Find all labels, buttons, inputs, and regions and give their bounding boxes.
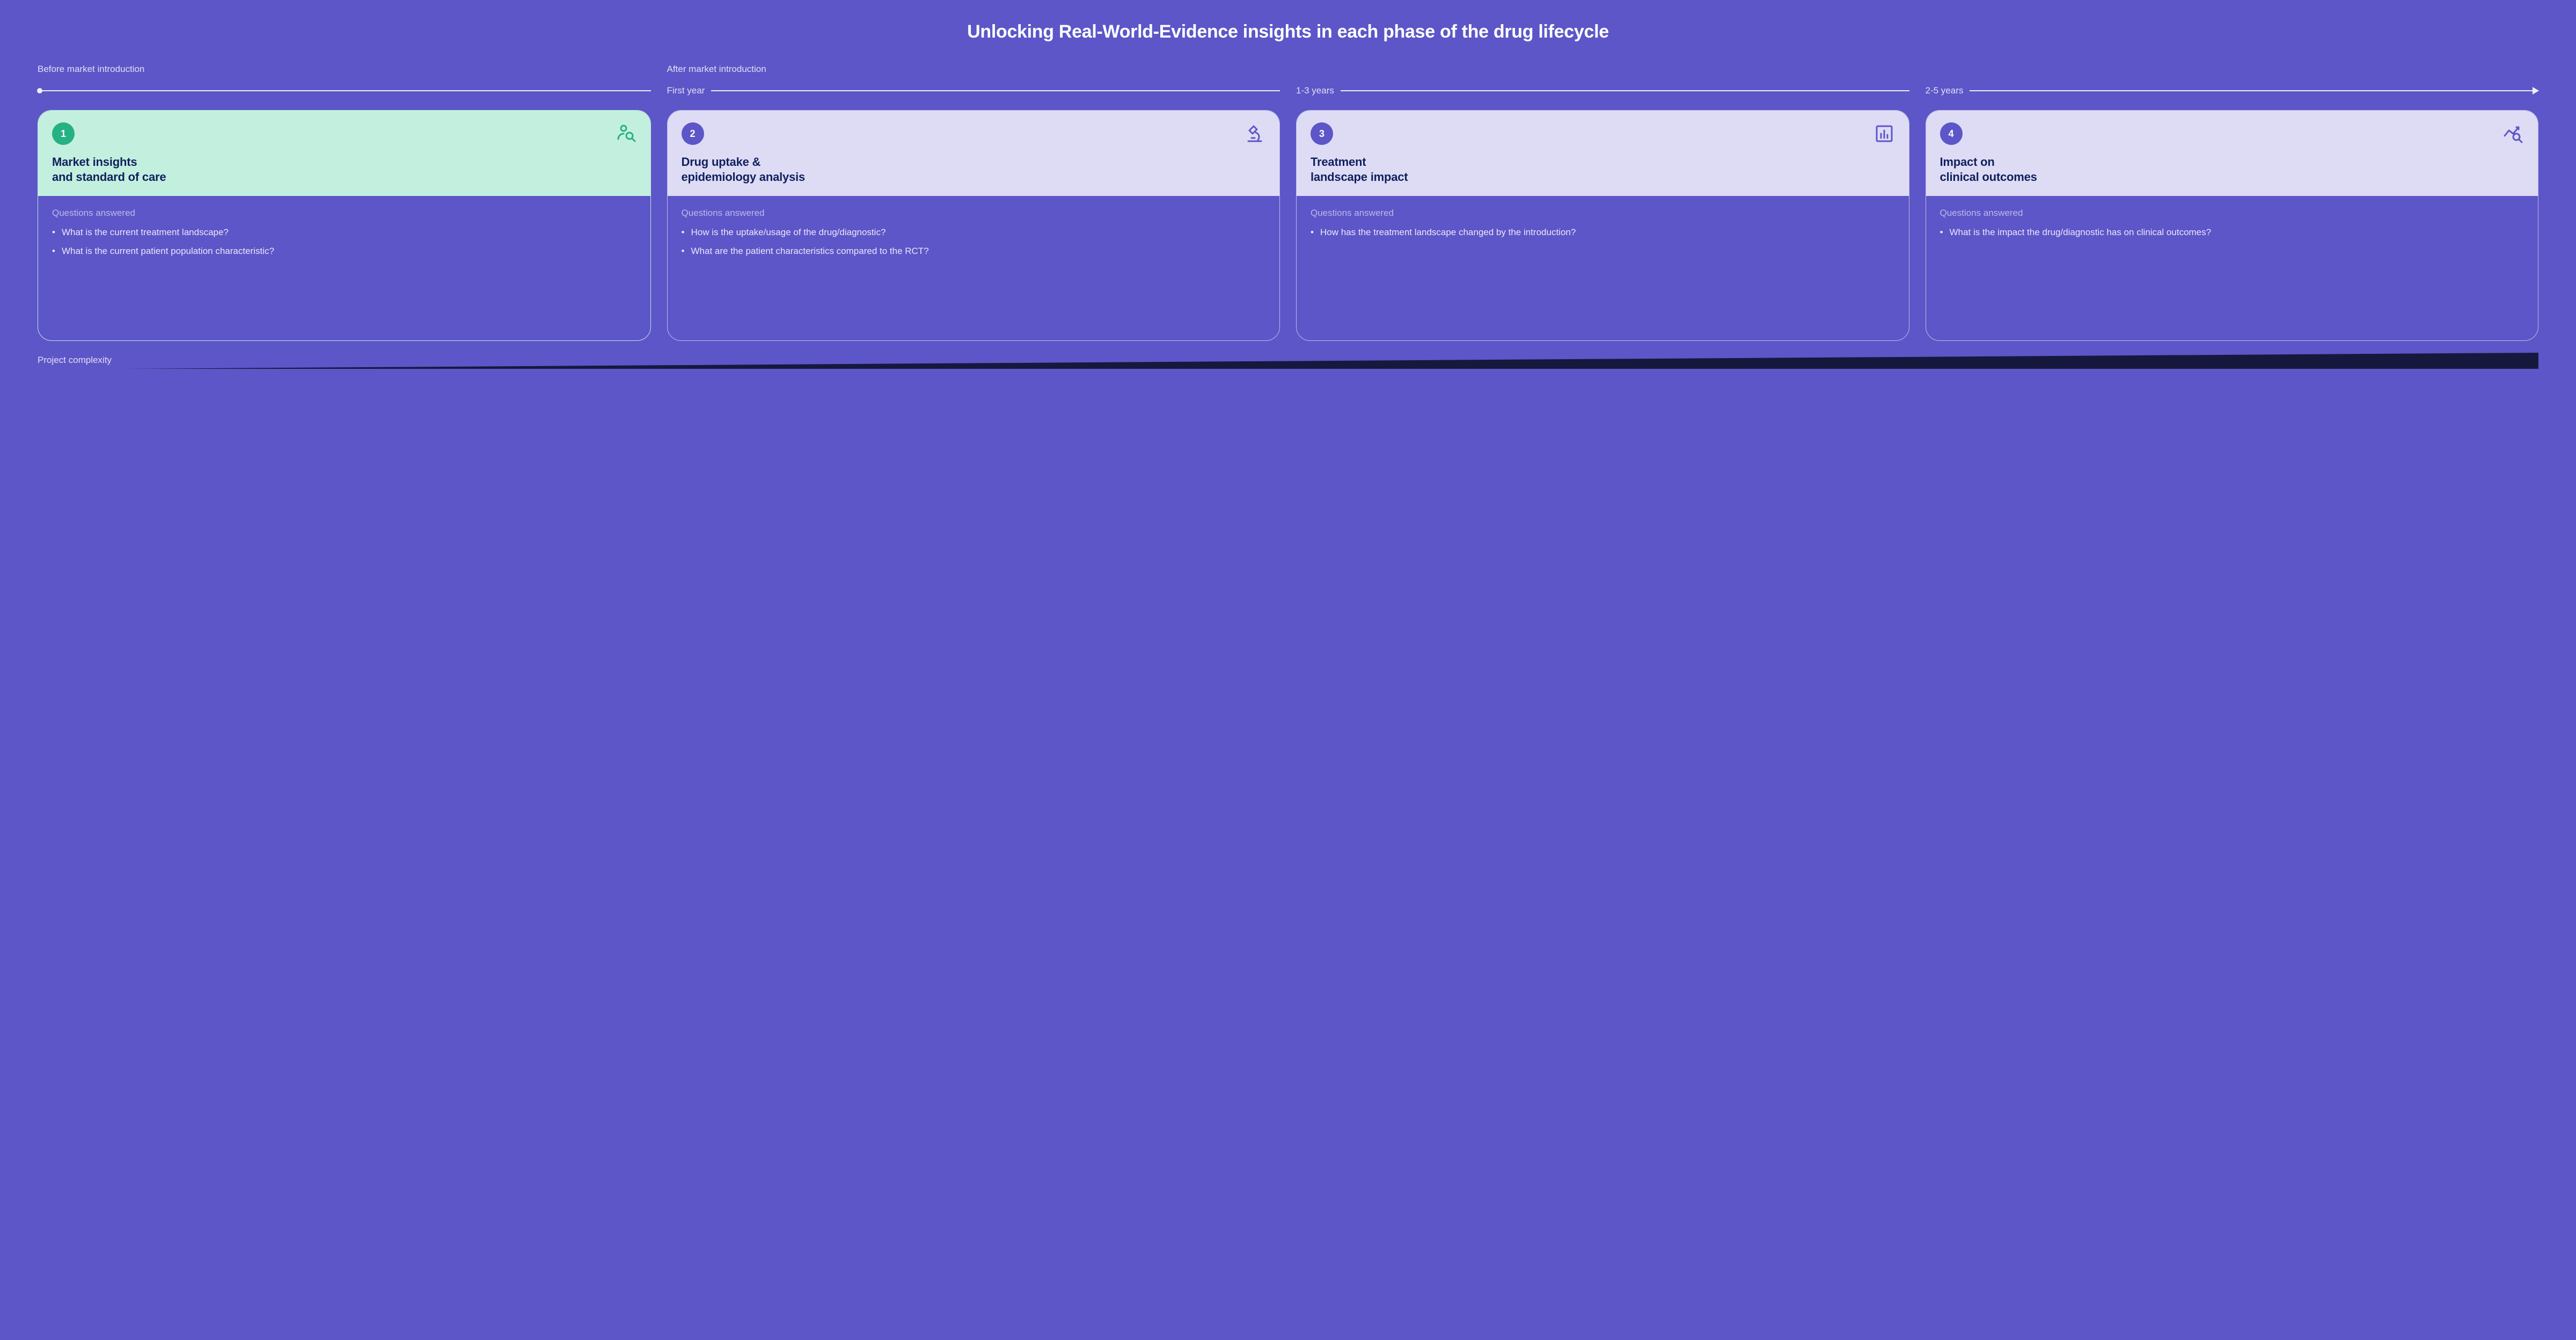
timeline-line — [711, 90, 1280, 91]
card-number-badge: 2 — [682, 122, 704, 145]
questions-list: What is the impact the drug/diagnostic h… — [1940, 226, 2524, 239]
timeline-seg-label: 1-3 years — [1296, 85, 1334, 96]
questions-label: Questions answered — [52, 208, 636, 219]
question-item: What is the current patient population c… — [52, 245, 636, 258]
question-item: How has the treatment landscape changed … — [1311, 226, 1895, 239]
page-title: Unlocking Real-World-Evidence insights i… — [38, 21, 2538, 42]
card-title-line: landscape impact — [1311, 170, 1895, 185]
card-number-badge: 4 — [1940, 122, 1963, 145]
complexity-wedge — [123, 353, 2538, 369]
card-head: 2 Drug uptake &epidemiology analysis — [668, 111, 1280, 196]
timeline-line-arrow — [1970, 90, 2538, 91]
card-head-top: 4 — [1940, 122, 2524, 145]
card-title-line: Market insights — [52, 155, 636, 170]
card-title-line: and standard of care — [52, 170, 636, 185]
timeline-axis: First year 1-3 years 2-5 years — [38, 85, 2538, 96]
card-title-line: Drug uptake & — [682, 155, 1266, 170]
question-item: How is the uptake/usage of the drug/diag… — [682, 226, 1266, 239]
card-body: Questions answered What is the impact the… — [1926, 196, 2538, 340]
person-search-icon — [615, 123, 636, 144]
card-body: Questions answered How is the uptake/usag… — [668, 196, 1280, 340]
card-head-top: 2 — [682, 122, 1266, 145]
card-3: 3 Treatmentlandscape impact Questions answ… — [1296, 110, 1909, 341]
card-4: 4 Impact onclinical outcomes Questions ans… — [1926, 110, 2539, 341]
card-head: 3 Treatmentlandscape impact — [1297, 111, 1909, 196]
trend-search-icon — [2502, 123, 2524, 144]
questions-list: How is the uptake/usage of the drug/diag… — [682, 226, 1266, 258]
card-body: Questions answered How has the treatment … — [1297, 196, 1909, 340]
timeline-seg-before — [38, 90, 651, 91]
card-title: Drug uptake &epidemiology analysis — [682, 155, 1266, 184]
card-title-line: clinical outcomes — [1940, 170, 2524, 185]
questions-label: Questions answered — [682, 208, 1266, 219]
timeline-seg-label: 2-5 years — [1926, 85, 1964, 96]
card-number-badge: 1 — [52, 122, 75, 145]
questions-label: Questions answered — [1940, 208, 2524, 219]
complexity-row: Project complexity — [38, 353, 2538, 369]
after-market-label: After market introduction — [667, 64, 1280, 75]
complexity-label: Project complexity — [38, 355, 112, 369]
card-title-line: epidemiology analysis — [682, 170, 1266, 185]
card-1: 1 Market insightsand standard of care Ques… — [38, 110, 651, 341]
card-2: 2 Drug uptake &epidemiology analysis Quest… — [667, 110, 1280, 341]
bar-chart-box-icon — [1874, 123, 1895, 144]
card-title-line: Treatment — [1311, 155, 1895, 170]
timeline-seg-2-5-years: 2-5 years — [1926, 85, 2539, 96]
timeline-line — [38, 90, 651, 91]
card-head-top: 3 — [1311, 122, 1895, 145]
card-body: Questions answered What is the current tr… — [38, 196, 650, 340]
questions-label: Questions answered — [1311, 208, 1895, 219]
card-title: Market insightsand standard of care — [52, 155, 636, 184]
card-title: Impact onclinical outcomes — [1940, 155, 2524, 184]
card-title: Treatmentlandscape impact — [1311, 155, 1895, 184]
timeline-seg-first-year: First year — [667, 85, 1280, 96]
question-item: What is the current treatment landscape? — [52, 226, 636, 239]
before-market-label: Before market introduction — [38, 64, 651, 75]
card-number-badge: 3 — [1311, 122, 1333, 145]
card-title-line: Impact on — [1940, 155, 2524, 170]
cards-row: 1 Market insightsand standard of care Ques… — [38, 110, 2538, 341]
card-head: 4 Impact onclinical outcomes — [1926, 111, 2538, 196]
timeline-top-labels: Before market introduction After market … — [38, 64, 2538, 81]
timeline-seg-1-3-years: 1-3 years — [1296, 85, 1909, 96]
questions-list: How has the treatment landscape changed … — [1311, 226, 1895, 239]
timeline-line — [1341, 90, 1909, 91]
question-item: What are the patient characteristics com… — [682, 245, 1266, 258]
card-head-top: 1 — [52, 122, 636, 145]
microscope-icon — [1244, 123, 1265, 144]
question-item: What is the impact the drug/diagnostic h… — [1940, 226, 2524, 239]
questions-list: What is the current treatment landscape?… — [52, 226, 636, 258]
timeline-seg-label: First year — [667, 85, 705, 96]
card-head: 1 Market insightsand standard of care — [38, 111, 650, 196]
